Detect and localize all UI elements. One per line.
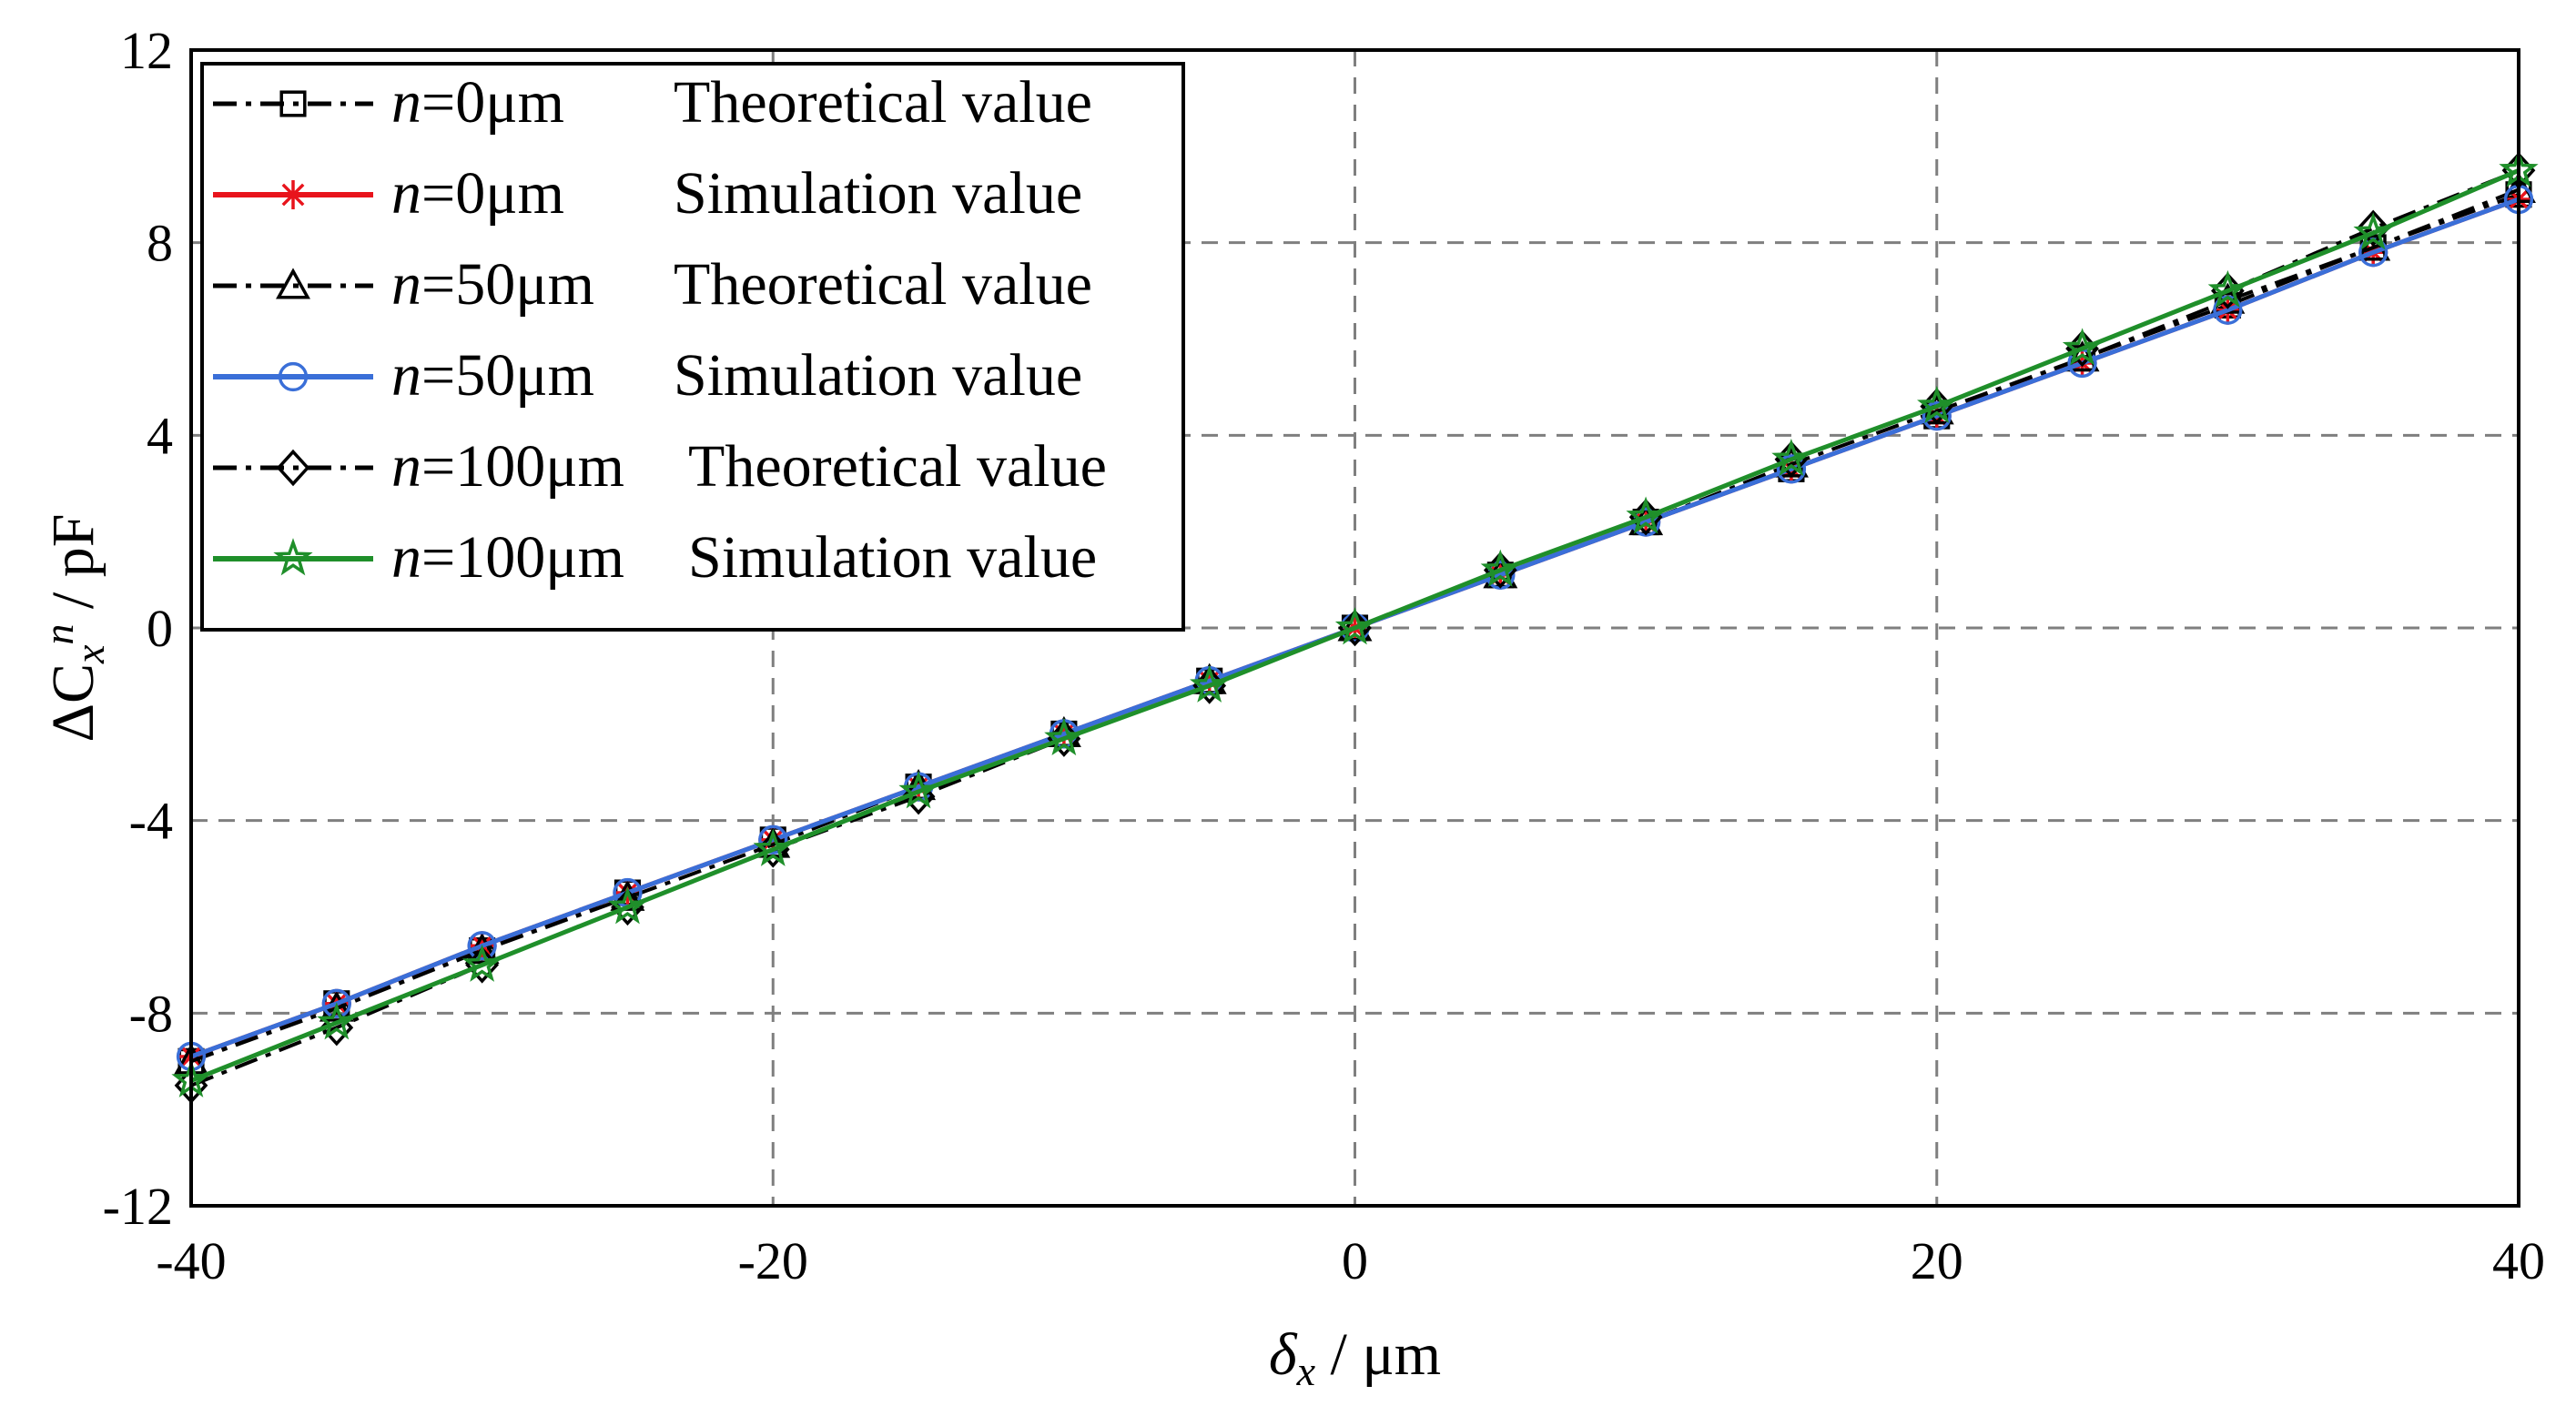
x-axis-label: δx / μm — [1269, 1321, 1441, 1394]
legend-marker — [278, 361, 309, 392]
legend-label: n=100μm — [391, 524, 624, 591]
legend-marker — [279, 180, 308, 209]
x-tick-label: 0 — [1342, 1231, 1368, 1290]
data-point — [2356, 209, 2390, 247]
legend-n-value: =100μm — [421, 524, 624, 591]
y-tick-label: -4 — [129, 792, 173, 851]
x-tick-label: 20 — [1911, 1231, 1963, 1290]
data-point — [1776, 454, 1807, 484]
legend-label: n=50μm — [391, 251, 594, 318]
legend-n-symbol: n — [391, 160, 421, 227]
x-tick-label: 40 — [2492, 1231, 2545, 1290]
series-6 — [171, 149, 2539, 1097]
data-point — [1480, 549, 1521, 587]
y-axis-label: ΔCxn / pF — [35, 514, 113, 743]
y-tick-label: 8 — [147, 214, 173, 273]
legend-n-value: =50μm — [421, 342, 594, 409]
y-axis-label-superscript: n — [35, 624, 82, 645]
series-layer — [171, 149, 2539, 1104]
y-axis-label-symbol: ΔC — [40, 663, 106, 742]
legend-kind-label: Simulation value — [688, 524, 1097, 591]
x-axis-label-symbol: δ — [1269, 1321, 1298, 1388]
legend-n-symbol: n — [391, 433, 421, 500]
y-axis-label-unit: / pF — [40, 514, 106, 624]
x-axis-label-unit: / μm — [1315, 1321, 1441, 1388]
data-point — [1922, 401, 1952, 431]
legend-n-symbol: n — [391, 524, 421, 591]
legend-kind-label: Simulation value — [674, 342, 1082, 409]
legend-item: n=100μm Theoretical value — [213, 433, 1107, 500]
y-tick-label: 0 — [147, 599, 173, 658]
x-tick-label: -40 — [156, 1231, 226, 1290]
data-point — [753, 828, 793, 866]
legend-item: n=100μm Simulation value — [213, 524, 1097, 591]
legend-label: n=0μm — [391, 69, 564, 136]
data-point — [317, 1002, 357, 1040]
legend-n-symbol: n — [391, 251, 421, 318]
legend-marker — [276, 268, 310, 299]
legend-kind-label: Theoretical value — [674, 251, 1092, 318]
data-point — [2353, 212, 2393, 250]
data-point — [1771, 439, 1811, 477]
legend-marker — [276, 449, 310, 487]
legend-n-value: =0μm — [421, 69, 564, 136]
legend-item: n=0μm Simulation value — [213, 160, 1082, 227]
data-point — [758, 824, 788, 855]
data-point — [2062, 328, 2103, 366]
legend-item: n=0μm Theoretical value — [213, 69, 1092, 136]
data-point — [1189, 664, 1230, 703]
legend-n-value: =0μm — [421, 160, 564, 227]
data-point — [461, 944, 502, 982]
legend-label: n=50μm — [391, 342, 594, 409]
data-point — [607, 886, 648, 925]
legend-kind-label: Simulation value — [674, 160, 1082, 227]
data-point — [1917, 385, 1957, 423]
y-tick-label: -12 — [103, 1177, 173, 1236]
series-line — [190, 168, 2520, 1083]
legend-marker — [273, 538, 313, 576]
legend-n-symbol: n — [391, 342, 421, 409]
legend-label: n=0μm — [391, 160, 564, 227]
legend-n-symbol: n — [391, 69, 421, 136]
legend-kind-label: Theoretical value — [674, 69, 1092, 136]
data-point — [1626, 496, 1666, 534]
legend-item: n=50μm Theoretical value — [213, 251, 1092, 318]
legend-item: n=50μm Simulation value — [213, 342, 1082, 409]
data-point — [321, 988, 351, 1018]
plot-frame — [189, 48, 2520, 1208]
legend-marker — [279, 90, 307, 117]
data-point — [1044, 717, 1084, 756]
legend-n-value: =50μm — [421, 251, 594, 318]
legend-label: n=100μm — [391, 433, 624, 500]
x-tick-label: -20 — [738, 1231, 808, 1290]
y-tick-label: -8 — [129, 984, 173, 1043]
data-point — [467, 931, 497, 961]
y-axis-label-subscript: x — [66, 644, 113, 664]
data-point — [2207, 269, 2248, 308]
x-axis-label-subscript: x — [1296, 1348, 1316, 1394]
legend-box — [200, 62, 1185, 632]
data-point — [1334, 607, 1375, 645]
data-point — [898, 771, 938, 809]
legend-n-value: =100μm — [421, 433, 624, 500]
y-tick-label: 4 — [147, 406, 173, 465]
legend-kind-label: Theoretical value — [688, 433, 1107, 500]
y-tick-label: 12 — [120, 21, 173, 80]
